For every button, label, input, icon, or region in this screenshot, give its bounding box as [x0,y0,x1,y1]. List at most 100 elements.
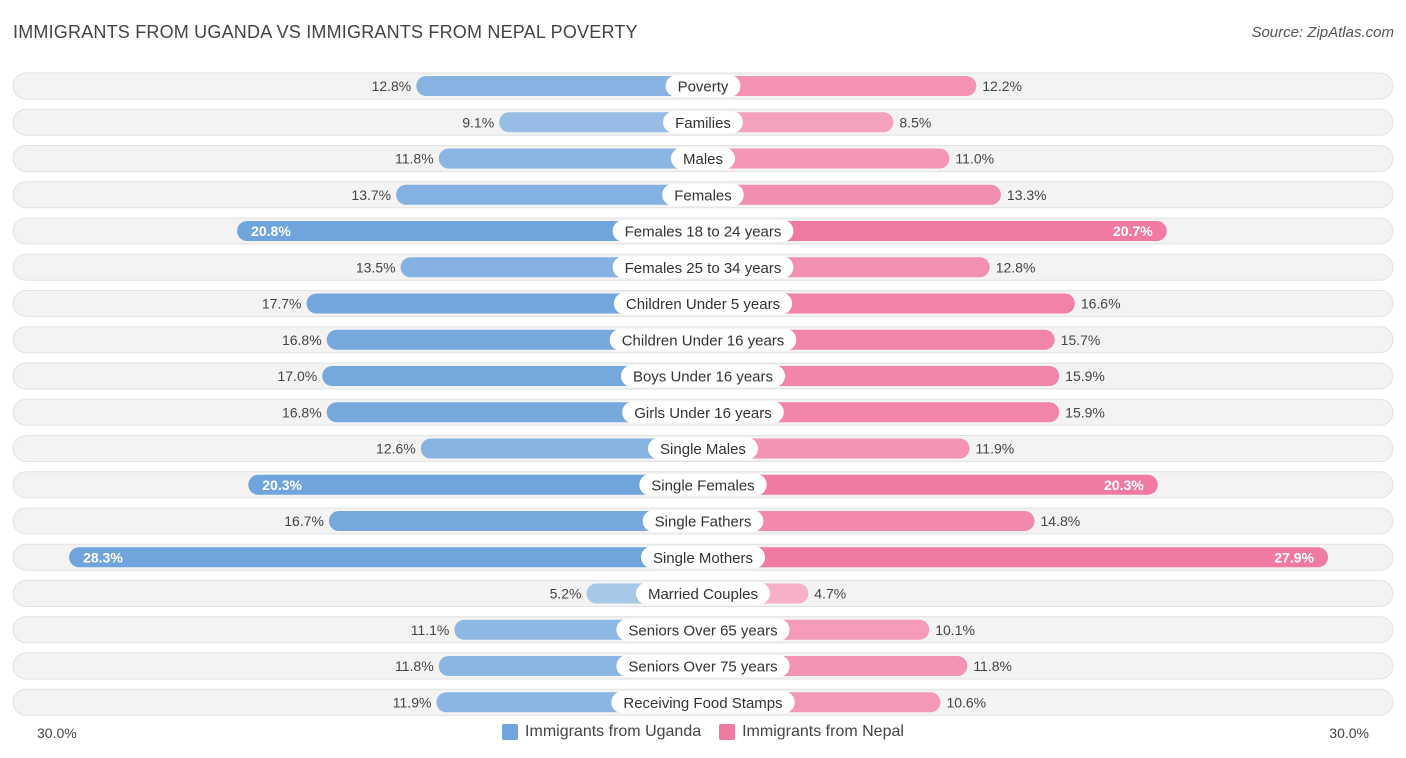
value-label-uganda-seniors-over-65-years: 11.1% [411,622,450,638]
bar-uganda-children-under-16-years [326,329,703,350]
value-label-uganda-females: 13.7% [351,187,391,203]
value-label-nepal-seniors-over-75-years: 11.8% [973,658,1012,674]
category-label-boys-under-16-years: Boys Under 16 years [633,369,773,386]
category-label-girls-under-16-years: Girls Under 16 years [634,405,772,422]
bar-uganda-females-18-to-24-years [237,221,703,241]
category-label-children-under-5-years: Children Under 5 years [626,296,780,313]
axis-label-right: 30.0% [1329,725,1369,741]
value-label-uganda-males: 11.8% [395,151,434,167]
value-label-uganda-single-males: 12.6% [376,441,416,457]
value-label-nepal-single-females: 20.3% [1104,477,1144,493]
value-label-nepal-poverty: 12.2% [982,78,1022,94]
value-label-nepal-females: 13.3% [1007,187,1047,203]
category-pill-single-males [648,437,758,460]
bar-nepal-children-under-5-years [703,293,1075,314]
legend-label-nepal: Immigrants from Nepal [742,723,904,740]
category-pill-females [662,183,744,206]
value-label-uganda-families: 9.1% [462,114,494,130]
bar-uganda-females [396,184,703,205]
value-label-uganda-married-couples: 5.2% [550,586,582,602]
category-label-single-fathers: Single Fathers [655,514,752,531]
value-label-uganda-single-females: 20.3% [262,477,302,493]
value-label-nepal-females-18-to-24-years: 20.7% [1113,223,1153,239]
category-pill-females-25-to-34-years [612,256,794,279]
category-label-single-mothers: Single Mothers [653,550,753,567]
bar-nepal-males [703,148,950,169]
category-label-males: Males [683,151,723,168]
bar-uganda-families [499,112,703,133]
bar-nepal-single-mothers [703,547,1328,568]
bar-nepal-single-fathers [703,511,1035,531]
category-pill-poverty [665,75,741,97]
value-label-uganda-boys-under-16-years: 17.0% [277,368,317,384]
value-label-uganda-females-18-to-24-years: 20.8% [251,223,291,239]
category-label-married-couples: Married Couples [648,586,758,603]
category-pill-single-females [639,473,767,496]
category-pill-single-fathers [642,510,764,532]
bar-uganda-children-under-5-years [306,293,703,314]
legend-label-uganda: Immigrants from Uganda [525,723,702,740]
category-label-females-18-to-24-years: Females 18 to 24 years [625,224,782,241]
value-label-nepal-single-fathers: 14.8% [1041,513,1081,529]
value-label-uganda-girls-under-16-years: 16.8% [282,404,322,420]
value-label-uganda-single-mothers: 28.3% [83,549,123,565]
bar-nepal-single-males [703,438,970,459]
value-label-nepal-families: 8.5% [899,114,931,130]
axis-label-left: 30.0% [37,725,77,741]
bar-uganda-single-males [420,438,703,459]
value-label-uganda-females-25-to-34-years: 13.5% [356,259,396,275]
bar-nepal-females-18-to-24-years [703,221,1167,241]
legend-swatch-uganda [502,724,519,740]
value-label-nepal-children-under-16-years: 15.7% [1061,332,1101,348]
bar-nepal-girls-under-16-years [703,402,1060,423]
category-pill-females-18-to-24-years [612,220,794,242]
value-label-nepal-single-males: 11.9% [976,441,1015,457]
category-label-poverty: Poverty [678,79,729,96]
category-label-single-males: Single Males [660,441,746,458]
value-label-nepal-females-25-to-34-years: 12.8% [996,259,1036,275]
bar-uganda-single-fathers [328,511,703,531]
value-label-nepal-girls-under-16-years: 15.9% [1065,404,1105,420]
value-label-nepal-children-under-5-years: 16.6% [1081,296,1121,312]
legend-swatch-nepal [719,724,736,740]
value-label-nepal-receiving-food-stamps: 10.6% [946,694,986,710]
category-label-receiving-food-stamps: Receiving Food Stamps [623,695,782,712]
category-label-families: Families [675,115,731,132]
source-label: Source: ZipAtlas.com [1251,24,1394,41]
legend: Immigrants from Uganda Immigrants from N… [0,723,1406,741]
category-pill-families [663,111,743,134]
legend-item-uganda[interactable]: Immigrants from Uganda [502,723,701,741]
value-label-nepal-seniors-over-65-years: 10.1% [935,622,975,638]
category-pill-married-couples [635,582,771,605]
value-label-uganda-children-under-16-years: 16.8% [282,332,322,348]
category-pill-children-under-5-years [613,292,793,315]
value-label-nepal-married-couples: 4.7% [814,586,846,602]
category-pill-seniors-over-75-years [616,655,790,677]
category-label-single-females: Single Females [651,477,754,494]
value-label-uganda-poverty: 12.8% [372,78,412,94]
category-label-seniors-over-75-years: Seniors Over 75 years [628,659,777,676]
bar-uganda-single-females [248,474,703,495]
category-label-females: Females [674,187,732,204]
value-label-uganda-receiving-food-stamps: 11.9% [393,694,432,710]
legend-item-nepal[interactable]: Immigrants from Nepal [719,723,904,741]
category-pill-girls-under-16-years [622,401,784,424]
bar-uganda-girls-under-16-years [326,402,703,423]
bar-uganda-males [438,148,703,169]
category-pill-receiving-food-stamps [611,691,795,714]
category-pill-males [670,147,736,170]
value-label-nepal-males: 11.0% [955,151,994,167]
value-label-nepal-single-mothers: 27.9% [1274,549,1314,565]
value-label-uganda-seniors-over-75-years: 11.8% [395,658,434,674]
bar-nepal-single-females [703,474,1158,495]
category-label-children-under-16-years: Children Under 16 years [622,332,785,349]
category-pill-single-mothers [640,546,766,569]
bar-uganda-boys-under-16-years [322,366,703,386]
value-label-uganda-children-under-5-years: 17.7% [262,296,302,312]
chart-title: IMMIGRANTS FROM UGANDA VS IMMIGRANTS FRO… [13,22,638,42]
bar-nepal-poverty [703,76,977,96]
bar-nepal-boys-under-16-years [703,366,1060,386]
category-label-females-25-to-34-years: Females 25 to 34 years [625,260,782,277]
value-label-nepal-boys-under-16-years: 15.9% [1065,368,1105,384]
